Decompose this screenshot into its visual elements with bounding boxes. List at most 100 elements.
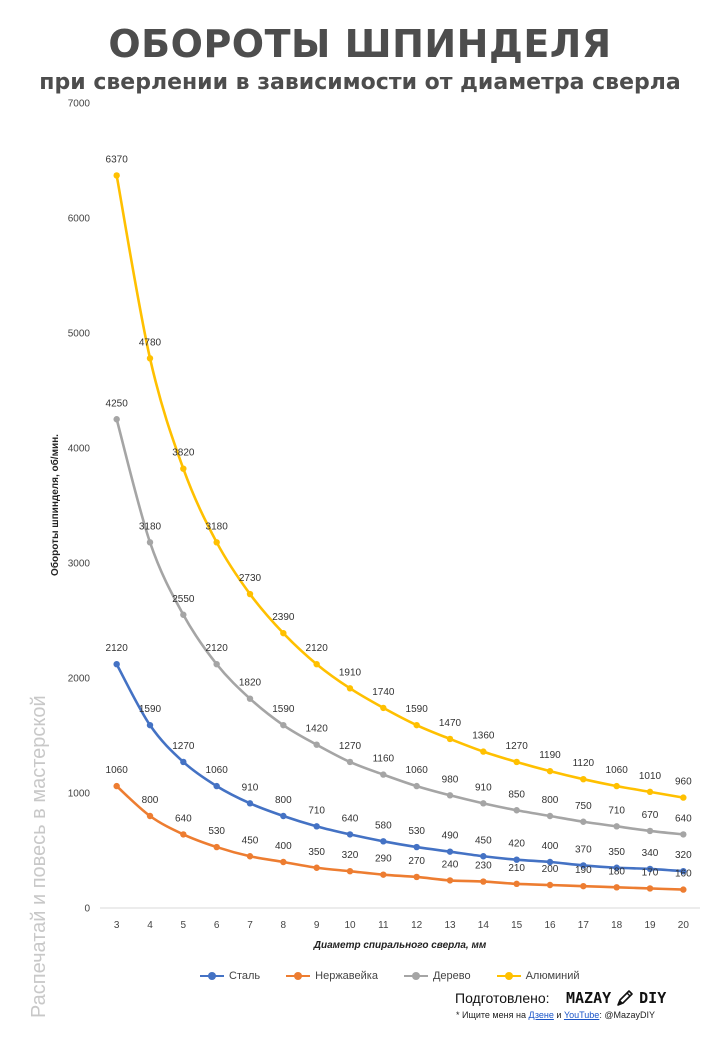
page-title: ОБОРОТЫ ШПИНДЕЛЯ xyxy=(108,22,612,66)
x-tick-label: 4 xyxy=(147,920,153,931)
data-label: 800 xyxy=(542,795,559,806)
legend-item-steel: Сталь xyxy=(200,970,260,982)
data-label: 1910 xyxy=(339,667,362,678)
data-label: 210 xyxy=(508,863,525,874)
data-label: 670 xyxy=(642,810,659,821)
chart-legend: Сталь Нержавейка Дерево Алюминий xyxy=(200,970,580,982)
data-label: 6370 xyxy=(106,154,129,165)
data-label: 490 xyxy=(442,831,459,842)
data-label: 1270 xyxy=(339,741,362,752)
data-point xyxy=(113,172,120,179)
data-point xyxy=(180,465,187,472)
data-label: 910 xyxy=(242,782,259,793)
data-label: 1590 xyxy=(139,704,162,715)
data-label: 1470 xyxy=(439,718,462,729)
data-point xyxy=(646,865,654,873)
data-point xyxy=(546,881,554,889)
youtube-link[interactable]: YouTube xyxy=(563,1010,600,1020)
y-tick-label: 3000 xyxy=(68,559,91,570)
footnote-and: и xyxy=(556,1010,562,1020)
data-point xyxy=(180,611,187,618)
data-point xyxy=(613,782,620,790)
x-tick-label: 8 xyxy=(281,920,287,931)
data-point xyxy=(646,885,654,892)
data-point xyxy=(380,871,387,878)
y-tick-label: 6000 xyxy=(68,214,91,225)
x-tick-label: 12 xyxy=(411,920,423,931)
data-label: 2730 xyxy=(239,573,262,584)
data-label: 450 xyxy=(475,835,492,846)
footnote-suffix: : @MazayDIY xyxy=(599,1010,655,1020)
data-label: 530 xyxy=(408,826,425,837)
pencil-icon xyxy=(617,990,633,1006)
data-label: 2550 xyxy=(172,594,195,605)
data-label: 2120 xyxy=(206,643,229,654)
data-point xyxy=(346,758,354,766)
data-point xyxy=(680,794,687,801)
x-tick-label: 11 xyxy=(378,920,389,931)
data-point xyxy=(213,539,220,546)
data-point xyxy=(513,880,520,888)
data-label: 450 xyxy=(242,835,259,846)
data-label: 850 xyxy=(508,789,525,800)
data-point xyxy=(546,858,554,866)
data-point xyxy=(280,629,287,637)
logo-text-right: DIY xyxy=(639,989,667,1007)
series-line-2 xyxy=(115,417,685,836)
x-tick-label: 15 xyxy=(511,920,523,931)
data-point xyxy=(246,590,254,598)
data-label: 170 xyxy=(642,867,659,878)
y-axis-label: Обороты шпинделя, об/мин. xyxy=(49,434,61,576)
data-label: 400 xyxy=(542,841,559,852)
data-point xyxy=(480,853,487,860)
data-label: 710 xyxy=(608,805,625,816)
legend-item-stainless: Нержавейка xyxy=(286,970,378,982)
data-label: 1160 xyxy=(373,754,395,765)
data-label: 3180 xyxy=(206,521,229,532)
data-point xyxy=(646,788,654,796)
data-label: 180 xyxy=(608,866,625,877)
data-label: 2120 xyxy=(306,643,329,654)
data-point xyxy=(680,868,687,875)
data-point xyxy=(580,882,587,890)
footnote-prefix: * Ищите меня на xyxy=(456,1010,526,1020)
data-label: 290 xyxy=(375,854,392,865)
data-point xyxy=(146,539,154,546)
data-point xyxy=(480,800,487,807)
data-labels: 2120 1590 1270 1060 910 800 710 640 580 530 490 450… xyxy=(106,154,693,879)
data-point xyxy=(446,792,454,799)
data-point xyxy=(113,416,120,423)
data-label: 320 xyxy=(675,850,692,861)
data-point xyxy=(313,661,320,668)
data-point xyxy=(446,848,454,855)
prepared-label: Подготовлено: xyxy=(455,990,550,1006)
data-point xyxy=(646,827,654,835)
dzen-link[interactable]: Дзене xyxy=(528,1010,554,1020)
data-point xyxy=(280,721,287,729)
legend-label: Сталь xyxy=(229,970,261,982)
data-label: 190 xyxy=(575,865,592,876)
page-subtitle: при сверлении в зависимости от диаметра … xyxy=(39,70,681,95)
data-label: 640 xyxy=(675,813,692,824)
footnote: * Ищите меня на Дзене и YouTube: @MazayD… xyxy=(456,1010,655,1020)
data-point xyxy=(480,748,487,755)
legend-item-wood: Дерево xyxy=(403,970,471,982)
data-label: 750 xyxy=(575,801,592,812)
y-tick-label: 4000 xyxy=(68,444,91,455)
x-tick-label: 16 xyxy=(544,920,556,931)
data-point xyxy=(280,858,287,866)
data-label: 1360 xyxy=(472,731,495,742)
data-point xyxy=(580,818,587,825)
data-label: 1060 xyxy=(606,765,629,776)
data-label: 1270 xyxy=(172,741,195,752)
data-point xyxy=(680,886,687,893)
x-tick-label: 3 xyxy=(114,920,120,931)
mazay-diy-logo: MAZAY DIY xyxy=(566,988,666,1008)
data-point xyxy=(413,721,420,729)
data-label: 1060 xyxy=(206,765,229,776)
data-label: 420 xyxy=(508,839,525,850)
series-line-1 xyxy=(115,784,685,891)
data-point xyxy=(513,758,520,766)
data-point xyxy=(613,884,620,891)
data-label: 4250 xyxy=(106,398,129,409)
